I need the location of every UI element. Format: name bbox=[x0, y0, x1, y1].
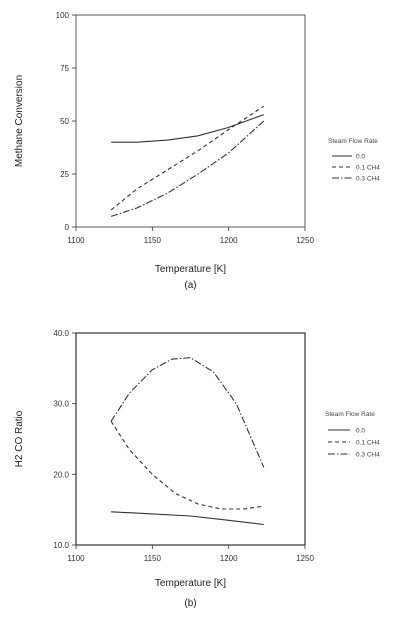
series-line-a-0 bbox=[111, 114, 264, 143]
legend-label-b-0: 0.0 bbox=[356, 428, 365, 435]
series-line-b-0 bbox=[111, 511, 264, 526]
legend-label-b-1: 0.1 CH4 bbox=[356, 440, 380, 447]
y-tick-label-a: 0 bbox=[65, 223, 70, 232]
legend-label-b-2: 0.3 CH4 bbox=[356, 452, 380, 459]
x-tick-label-b: 1100 bbox=[67, 554, 85, 563]
x-tick-label-a: 1100 bbox=[67, 236, 85, 245]
panel-label-a: (a) bbox=[184, 280, 196, 291]
y-tick-label-b: 10.0 bbox=[53, 541, 69, 550]
y-tick-label-b: 30.0 bbox=[53, 400, 69, 409]
x-tick-label-b: 1200 bbox=[220, 554, 238, 563]
y-axis-label-b: H2 CO Ratio bbox=[14, 410, 25, 467]
series-line-a-2 bbox=[110, 120, 265, 217]
legend-title-a: Steam Flow Rate bbox=[328, 138, 378, 145]
y-tick-label-a: 50 bbox=[60, 117, 69, 126]
y-tick-label-a: 25 bbox=[60, 170, 69, 179]
y-tick-label-a: 75 bbox=[60, 64, 69, 73]
plot-frame-a bbox=[75, 14, 306, 228]
y-tick-label-b: 40.0 bbox=[53, 329, 69, 338]
x-tick-label-a: 1200 bbox=[220, 236, 238, 245]
x-axis-label-a: Temperature [K] bbox=[155, 264, 226, 275]
x-tick-label-a: 1250 bbox=[296, 236, 314, 245]
plot-frame-b bbox=[75, 332, 306, 546]
x-axis-label-b: Temperature [K] bbox=[155, 578, 226, 589]
series-line-b-1 bbox=[110, 421, 264, 510]
x-tick-label-b: 1150 bbox=[144, 554, 162, 563]
panel-label-b: (b) bbox=[184, 598, 196, 609]
legend-label-a-1: 0.1 CH4 bbox=[356, 165, 380, 172]
y-tick-label-b: 20.0 bbox=[53, 470, 69, 479]
y-tick-label-a: 100 bbox=[56, 11, 70, 20]
x-tick-label-b: 1250 bbox=[296, 554, 314, 563]
series-line-a-1 bbox=[110, 105, 265, 211]
legend-label-a-0: 0.0 bbox=[356, 154, 365, 161]
y-axis-label-a: Methane Conversion bbox=[14, 75, 25, 167]
legend-title-b: Steam Flow Rate bbox=[325, 411, 375, 418]
series-line-b-2 bbox=[110, 357, 265, 468]
x-tick-label-a: 1150 bbox=[144, 236, 162, 245]
legend-label-a-2: 0.3 CH4 bbox=[356, 176, 380, 183]
